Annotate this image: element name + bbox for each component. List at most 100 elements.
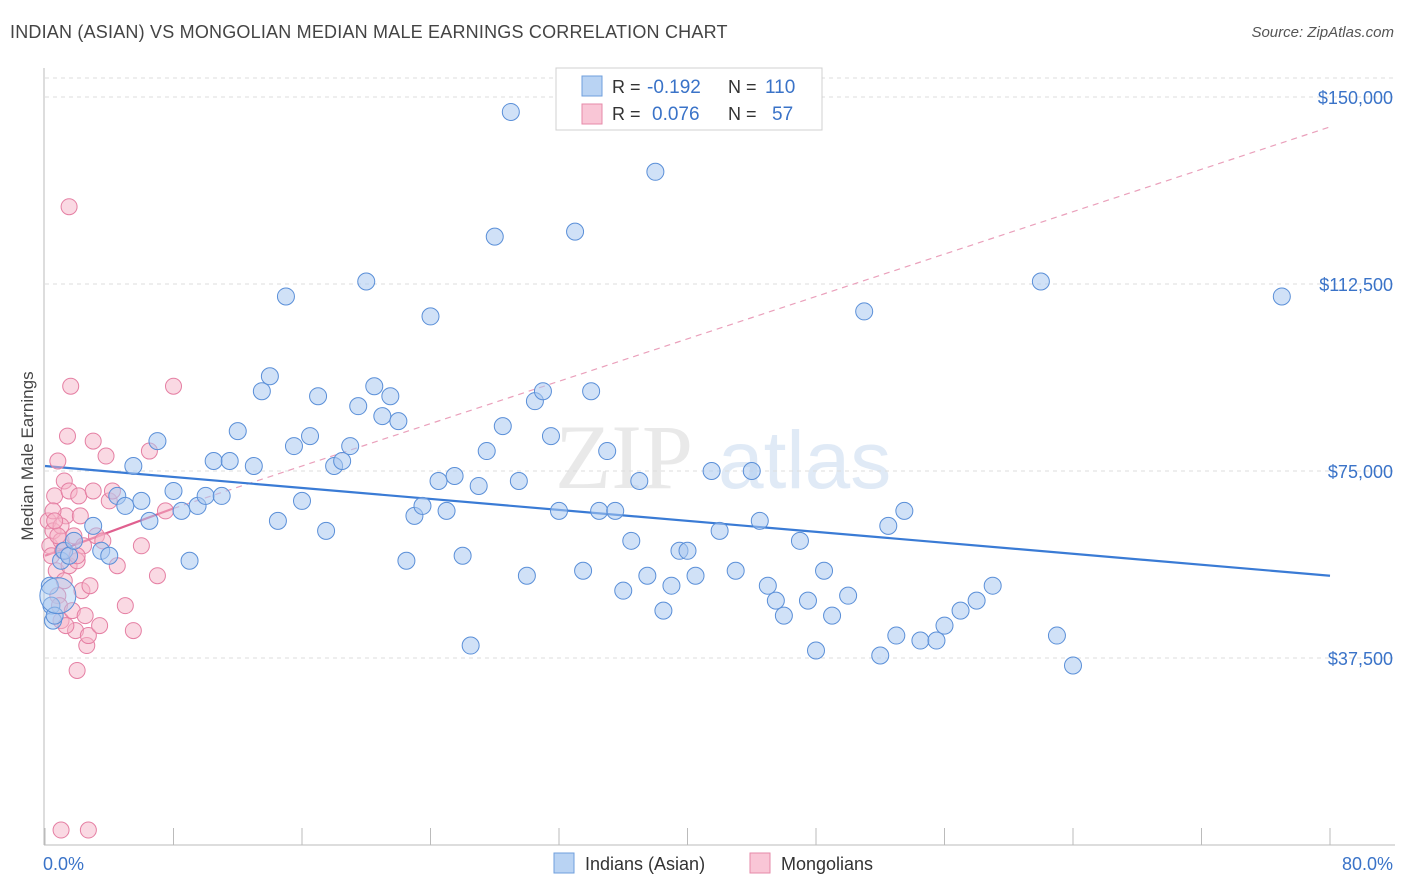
indians-asian-point-19 xyxy=(180,551,199,570)
indians-asian-point-32 xyxy=(293,491,311,510)
indians-asian-point-58 xyxy=(501,102,520,121)
y-tick-label-3: $150,000 xyxy=(1318,88,1393,108)
y-axis-title: Median Male Earnings xyxy=(18,371,37,540)
indians-asian-point-22 xyxy=(204,452,223,471)
indians-asian-point-31 xyxy=(284,437,303,456)
indians-asian-point-67 xyxy=(582,382,601,401)
indians-asian-point-77 xyxy=(662,576,681,595)
chart-title: INDIAN (ASIAN) VS MONGOLIAN MEDIAN MALE … xyxy=(10,22,728,42)
series-legend-swatch-pink xyxy=(749,852,771,874)
indians-asian-point-29 xyxy=(268,511,287,530)
mongolians-point-15 xyxy=(58,427,76,445)
indians-asian-point-25 xyxy=(228,422,247,441)
indians-asian-point-8 xyxy=(84,516,103,535)
legend-r-value-2: 0.076 xyxy=(652,104,700,125)
indians-asian-point-26 xyxy=(244,457,263,476)
mongolians-point-22 xyxy=(68,661,86,679)
y-tick-labels: $37,500 $75,000 $112,500 $150,000 xyxy=(1318,88,1393,669)
indians-asian-point-90 xyxy=(798,591,817,610)
indians-asian-point-65 xyxy=(566,222,585,241)
indians-asian-point-93 xyxy=(823,606,842,625)
indians-asian-point-21 xyxy=(196,486,215,505)
indians-asian-point-72 xyxy=(622,531,641,550)
watermark: ZIP atlas xyxy=(555,406,891,508)
indians-asian-point-49 xyxy=(429,471,448,490)
trend-lines xyxy=(44,126,1331,577)
indians-asian-point-44 xyxy=(389,412,408,431)
axes xyxy=(43,68,1395,846)
indians-asian-point-89 xyxy=(790,531,809,550)
mongolians-point-25 xyxy=(71,507,89,525)
mongolians-points xyxy=(39,198,182,839)
indians-asian-point-53 xyxy=(461,636,480,655)
indians-asian-point-27 xyxy=(252,382,271,401)
indians-asian-point-7 xyxy=(64,531,83,550)
indians-asian-point-0 xyxy=(40,576,59,595)
mongolians-point-24 xyxy=(70,487,88,505)
mongolians-point-41 xyxy=(116,597,134,615)
indians-asian-point-50 xyxy=(437,501,456,520)
indians-asian-point-66 xyxy=(574,561,593,580)
indians-asian-point-105 xyxy=(983,576,1002,595)
legend-n-value-2: 57 xyxy=(772,104,793,125)
grid-lines xyxy=(45,77,1395,659)
indians-asian-point-35 xyxy=(317,521,336,540)
indians-asian-point-94 xyxy=(839,586,858,605)
indians-asian-point-62 xyxy=(533,382,552,401)
indians-asian-point-54 xyxy=(469,476,488,495)
indians-asian-points xyxy=(39,102,1291,675)
indians-asian-point-41 xyxy=(365,377,384,396)
indians-asian-point-109 xyxy=(1272,287,1291,306)
indians-asian-point-76 xyxy=(654,601,673,620)
indians-asian-point-92 xyxy=(815,561,834,580)
indians-asian-point-100 xyxy=(911,631,930,650)
indians-asian-point-33 xyxy=(301,427,320,446)
indians-asian-point-10 xyxy=(100,546,119,565)
indians-asian-point-39 xyxy=(349,397,368,416)
mongolians-point-55 xyxy=(79,821,97,839)
indians-asian-point-51 xyxy=(445,466,464,485)
indians-asian-point-102 xyxy=(935,616,954,635)
watermark-zip: ZIP xyxy=(555,406,693,508)
indians-asian-point-79 xyxy=(678,541,697,560)
mongolians-point-48 xyxy=(60,198,78,216)
indians-asian-point-106 xyxy=(1031,272,1050,291)
indians-asian-point-12 xyxy=(116,496,135,515)
indians-asian-point-88 xyxy=(774,606,793,625)
indians-asian-point-30 xyxy=(276,287,295,306)
mongolians-point-4 xyxy=(46,487,64,505)
indians-asian-point-101 xyxy=(927,631,946,650)
indians-asian-trend-line xyxy=(44,464,1331,577)
legend-r-label-1: R = xyxy=(612,77,641,97)
y-tick-label-2: $112,500 xyxy=(1319,275,1393,295)
indians-asian-point-55 xyxy=(477,442,496,461)
legend-r-value-1: -0.192 xyxy=(647,77,701,98)
series-legend-swatch-blue xyxy=(553,852,575,874)
indians-asian-point-97 xyxy=(879,516,898,535)
indians-asian-point-81 xyxy=(702,462,721,480)
indians-asian-point-71 xyxy=(614,581,633,600)
mongolians-point-45 xyxy=(148,567,166,585)
indians-asian-point-40 xyxy=(357,272,376,291)
mongolians-point-52 xyxy=(49,527,67,545)
series-legend: Indians (Asian) Mongolians xyxy=(553,852,873,874)
indians-asian-point-28 xyxy=(260,367,279,386)
indians-asian-point-80 xyxy=(686,566,705,585)
mongolians-point-33 xyxy=(84,482,102,500)
indians-asian-point-13 xyxy=(124,457,143,476)
legend-n-label-1: N = xyxy=(728,77,757,97)
mongolians-point-7 xyxy=(49,452,67,470)
indians-asian-point-43 xyxy=(381,387,400,406)
indians-asian-point-68 xyxy=(590,501,609,520)
legend-n-value-1: 110 xyxy=(765,77,795,98)
indians-asian-point-83 xyxy=(726,561,745,580)
y-tick-label-0: $37,500 xyxy=(1328,649,1393,669)
mongolians-point-35 xyxy=(91,617,109,635)
series-legend-label-mongolians: Mongolians xyxy=(781,854,873,874)
legend-n-label-2: N = xyxy=(728,104,757,124)
indians-asian-point-48 xyxy=(421,307,440,326)
indians-asian-point-104 xyxy=(967,591,986,610)
indians-asian-point-57 xyxy=(493,417,512,436)
mongolians-trend-extension xyxy=(173,126,1331,509)
indians-asian-point-70 xyxy=(606,501,625,520)
